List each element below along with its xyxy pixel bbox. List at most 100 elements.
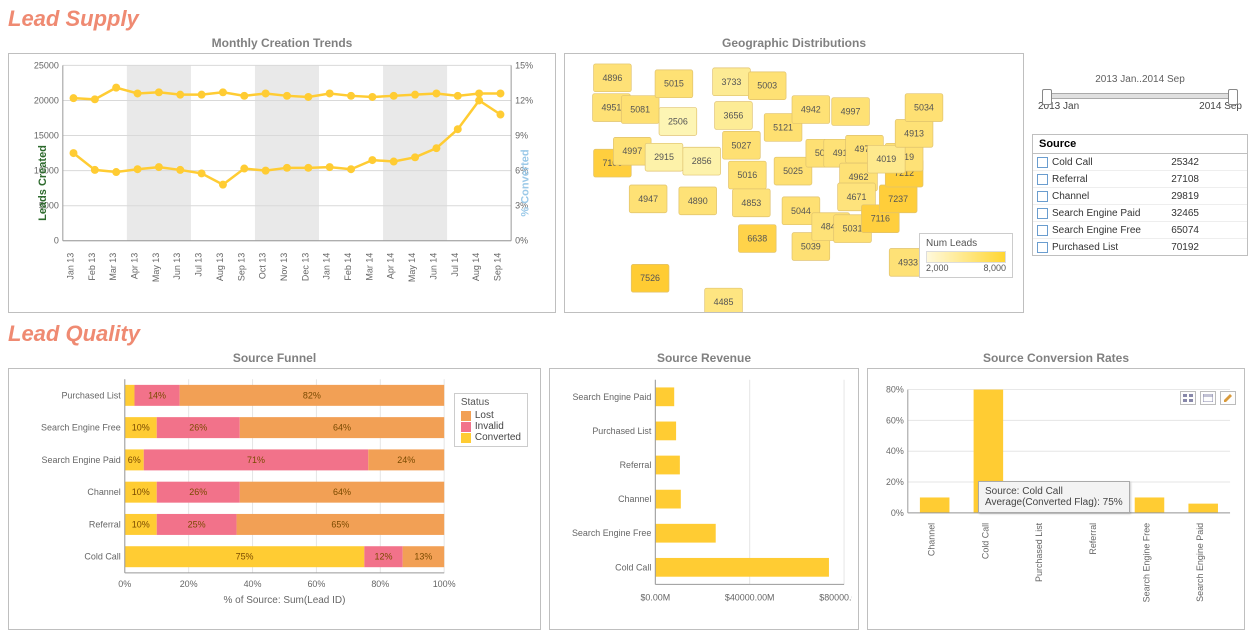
- svg-text:5031: 5031: [843, 224, 863, 234]
- svg-text:Mar 14: Mar 14: [364, 253, 374, 281]
- geo-title: Geographic Distributions: [564, 36, 1024, 53]
- svg-text:10%: 10%: [132, 519, 150, 529]
- svg-text:Oct 13: Oct 13: [258, 253, 268, 279]
- svg-text:5121: 5121: [773, 122, 793, 132]
- svg-text:60%: 60%: [307, 579, 325, 589]
- conv-tooltip: Source: Cold Call Average(Converted Flag…: [978, 481, 1130, 513]
- svg-text:25%: 25%: [188, 519, 206, 529]
- svg-text:Channel: Channel: [87, 487, 120, 497]
- svg-text:Search Engine Free: Search Engine Free: [41, 423, 121, 433]
- svg-text:Referral: Referral: [89, 519, 121, 529]
- source-row[interactable]: Search Engine Free 65074: [1033, 222, 1247, 239]
- svg-text:64%: 64%: [333, 487, 351, 497]
- section-title-lead-quality: Lead Quality: [8, 321, 1248, 347]
- svg-text:3733: 3733: [722, 77, 742, 87]
- svg-text:May 13: May 13: [151, 253, 161, 282]
- window-icon[interactable]: [1200, 391, 1216, 405]
- svg-text:5081: 5081: [630, 105, 650, 115]
- svg-text:4019: 4019: [876, 154, 896, 164]
- source-name: Cold Call: [1052, 157, 1155, 168]
- checkbox-icon[interactable]: [1037, 191, 1048, 202]
- source-name: Search Engine Free: [1052, 225, 1155, 236]
- grid-icon[interactable]: [1180, 391, 1196, 405]
- svg-text:5015: 5015: [664, 79, 684, 89]
- monthly-trends-title: Monthly Creation Trends: [8, 36, 556, 53]
- checkbox-icon[interactable]: [1037, 208, 1048, 219]
- svg-text:Jun 13: Jun 13: [172, 253, 182, 280]
- slider-handle-right[interactable]: [1228, 89, 1238, 105]
- svg-text:5044: 5044: [791, 206, 811, 216]
- svg-text:Jan 14: Jan 14: [322, 253, 332, 280]
- svg-text:24%: 24%: [397, 455, 415, 465]
- source-value: 27108: [1159, 174, 1199, 185]
- checkbox-icon[interactable]: [1037, 174, 1048, 185]
- svg-text:14%: 14%: [148, 390, 166, 400]
- svg-text:5034: 5034: [914, 103, 934, 113]
- svg-text:% of Source: Sum(Lead ID): % of Source: Sum(Lead ID): [224, 595, 346, 606]
- svg-text:$80000.00M: $80000.00M: [819, 592, 852, 602]
- source-row[interactable]: Purchased List 70192: [1033, 239, 1247, 255]
- svg-text:5025: 5025: [783, 166, 803, 176]
- svg-text:Purchased List: Purchased List: [592, 426, 652, 436]
- svg-text:10%: 10%: [132, 487, 150, 497]
- checkbox-icon[interactable]: [1037, 242, 1048, 253]
- svg-text:$0.00M: $0.00M: [640, 592, 670, 602]
- funnel-legend: Status LostInvalidConverted: [454, 393, 528, 447]
- source-row[interactable]: Referral 27108: [1033, 171, 1247, 188]
- svg-text:Search Engine Paid: Search Engine Paid: [572, 392, 651, 402]
- funnel-panel: 0%20%40%60%80%100%% of Source: Sum(Lead …: [8, 368, 541, 630]
- svg-text:25000: 25000: [34, 60, 59, 70]
- svg-text:Search Engine Paid: Search Engine Paid: [42, 455, 121, 465]
- source-row[interactable]: Cold Call 25342: [1033, 154, 1247, 171]
- source-value: 29819: [1159, 191, 1199, 202]
- source-bar: [1203, 224, 1243, 236]
- right-column: 2013 Jan..2014 Sep 2013 Jan 2014 Sep Sou…: [1032, 36, 1248, 313]
- svg-text:Channel: Channel: [927, 523, 937, 556]
- svg-text:15%: 15%: [515, 60, 533, 70]
- lead-quality-row: Source Funnel 0%20%40%60%80%100%% of Sou…: [8, 351, 1248, 630]
- svg-text:2856: 2856: [692, 156, 712, 166]
- svg-text:Feb 13: Feb 13: [87, 253, 97, 281]
- svg-text:Jul 13: Jul 13: [194, 253, 204, 277]
- svg-text:26%: 26%: [189, 423, 207, 433]
- svg-text:Nov 13: Nov 13: [279, 253, 289, 281]
- checkbox-icon[interactable]: [1037, 157, 1048, 168]
- svg-text:40%: 40%: [886, 446, 904, 456]
- svg-text:60%: 60%: [886, 415, 904, 425]
- date-range-slider[interactable]: 2013 Jan..2014 Sep 2013 Jan 2014 Sep: [1032, 74, 1248, 112]
- svg-text:12%: 12%: [375, 552, 393, 562]
- source-row[interactable]: Search Engine Paid 32465: [1033, 205, 1247, 222]
- svg-text:Search Engine Paid: Search Engine Paid: [1195, 523, 1205, 602]
- svg-text:Sep 14: Sep 14: [492, 253, 502, 281]
- svg-text:4997: 4997: [622, 146, 642, 156]
- svg-text:26%: 26%: [189, 487, 207, 497]
- funnel-title: Source Funnel: [8, 351, 541, 368]
- svg-text:6%: 6%: [128, 455, 141, 465]
- source-bar: [1203, 156, 1243, 168]
- source-name: Channel: [1052, 191, 1155, 202]
- svg-text:Cold Call: Cold Call: [615, 562, 651, 572]
- svg-text:Jul 14: Jul 14: [450, 253, 460, 277]
- checkbox-icon[interactable]: [1037, 225, 1048, 236]
- geo-panel: 4896495171064997508150152506291549472856…: [564, 53, 1024, 313]
- revenue-chart[interactable]: $0.00M $40000.00M $80000.00M Search Engine …: [556, 373, 852, 611]
- pencil-icon[interactable]: [1220, 391, 1236, 405]
- svg-text:4962: 4962: [849, 172, 869, 182]
- svg-text:Jun 14: Jun 14: [428, 253, 438, 280]
- svg-text:13%: 13%: [414, 552, 432, 562]
- svg-text:82%: 82%: [303, 390, 321, 400]
- slider-handle-left[interactable]: [1042, 89, 1052, 105]
- svg-text:Channel: Channel: [618, 494, 651, 504]
- svg-text:$40000.00M: $40000.00M: [725, 592, 775, 602]
- source-row[interactable]: Channel 29819: [1033, 188, 1247, 205]
- monthly-trends-chart[interactable]: 05000100001500020000250000%3%6%9%12%15%J…: [15, 57, 549, 297]
- y-left-axis-label: Leads Created: [37, 145, 49, 221]
- svg-text:Purchased List: Purchased List: [61, 390, 121, 400]
- source-name: Purchased List: [1052, 242, 1155, 253]
- svg-text:10%: 10%: [132, 423, 150, 433]
- source-table: Source Cold Call 25342 Referral 27108 Ch…: [1032, 134, 1248, 256]
- svg-text:4933: 4933: [898, 257, 918, 267]
- svg-text:5016: 5016: [737, 170, 757, 180]
- source-bar: [1203, 190, 1243, 202]
- svg-text:0: 0: [54, 236, 59, 246]
